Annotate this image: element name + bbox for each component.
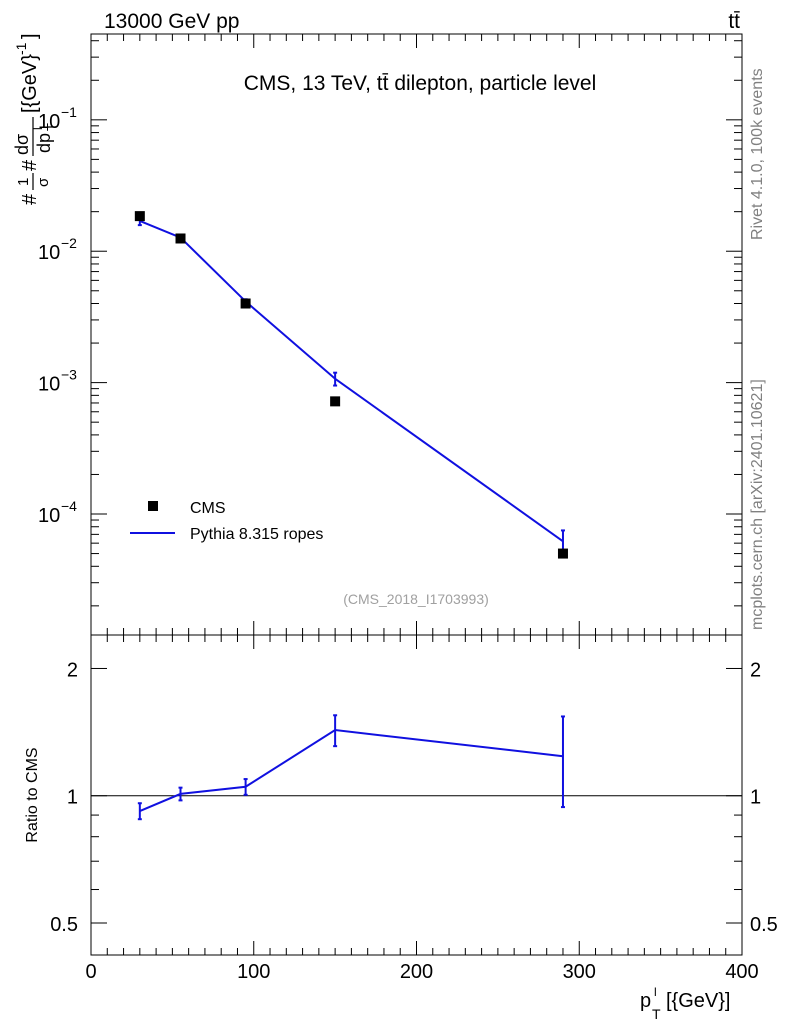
ratio-y-tick-label-left: 0.5 [50, 914, 78, 936]
xlabel-units: [{GeV}] [666, 990, 731, 1012]
main-y-tick-label: 10 [38, 505, 60, 527]
chart-title: CMS, 13 TeV, tt̄ dilepton, particle leve… [244, 72, 597, 95]
rivet-version-label: Rivet 4.1.0, 100k events [749, 68, 766, 240]
xlabel-sup: l [654, 985, 657, 999]
ylabel-den-sub: T [44, 123, 59, 131]
legend-mc-label: Pythia 8.315 ropes [190, 526, 323, 543]
ratio-series-line [139, 729, 564, 812]
ylabel-frac2-den: dp [34, 133, 54, 153]
ylabel-units: [{GeV} [19, 54, 41, 113]
x-tick-label: 200 [400, 961, 433, 983]
energy-label: 13000 GeV pp [104, 10, 239, 33]
x-axis-label: p T l [{GeV}] [640, 985, 731, 1022]
ratio-y-axis-label: Ratio to CMS [24, 747, 41, 842]
ratio-y-tick-label-right: 1 [750, 787, 761, 809]
ylabel-hash-1: # [19, 193, 41, 205]
ratio-y-tick-label-left: 1 [67, 787, 78, 809]
ratio-y-tick-label-left: 2 [67, 659, 78, 681]
main-y-tick-label: 10 [38, 374, 60, 396]
ylabel-frac1-den: σ [35, 177, 52, 187]
cms-data-point [557, 548, 568, 559]
main-y-tick-exponent: −1 [61, 104, 77, 120]
cms-data-point [330, 396, 341, 407]
mcplots-label: mcplots.cern.ch [arXiv:2401.10621] [749, 379, 766, 630]
main-y-tick-label: 10 [38, 111, 60, 133]
ylabel-units-sup: -1 [13, 42, 29, 55]
ratio-y-tick-label-right: 2 [750, 659, 761, 681]
ratio-plot-frame [90, 634, 743, 956]
legend: CMS Pythia 8.315 ropes [130, 500, 323, 543]
ylabel-units-close: ] [19, 33, 41, 39]
cms-data-point [134, 211, 145, 222]
xlabel-sub: T [652, 1006, 661, 1022]
ylabel-frac1-num: 1 [15, 178, 32, 186]
ratio-y-tick-label-right: 0.5 [750, 914, 778, 936]
ylabel-hash-2: # [19, 159, 41, 171]
xlabel-main: p [640, 990, 651, 1012]
x-tick-label: 0 [85, 961, 96, 983]
ylabel-frac2-num: dσ [12, 134, 32, 155]
data-layer [134, 211, 568, 821]
main-y-tick-exponent: −2 [61, 235, 77, 251]
x-tick-label: 400 [725, 961, 758, 983]
main-plot-frame [90, 33, 743, 636]
process-label: tt̄ [728, 10, 740, 33]
legend-cms-label: CMS [190, 500, 226, 517]
main-y-tick-exponent: −3 [61, 367, 77, 383]
ylabel-den-sup: l [31, 127, 45, 130]
main-y-axis-label: # 1 σ # dσ dp T l [{GeV} -1 ] [12, 33, 59, 205]
main-y-tick-exponent: −4 [61, 498, 77, 514]
x-tick-label: 300 [563, 961, 596, 983]
analysis-watermark: (CMS_2018_I1703993) [343, 591, 489, 607]
main-y-tick-label: 10 [38, 242, 60, 264]
legend-cms-marker [148, 501, 158, 511]
mc-series-line [139, 220, 564, 543]
cms-data-point [175, 233, 186, 244]
x-tick-label: 100 [237, 961, 270, 983]
cms-data-point [240, 298, 251, 309]
